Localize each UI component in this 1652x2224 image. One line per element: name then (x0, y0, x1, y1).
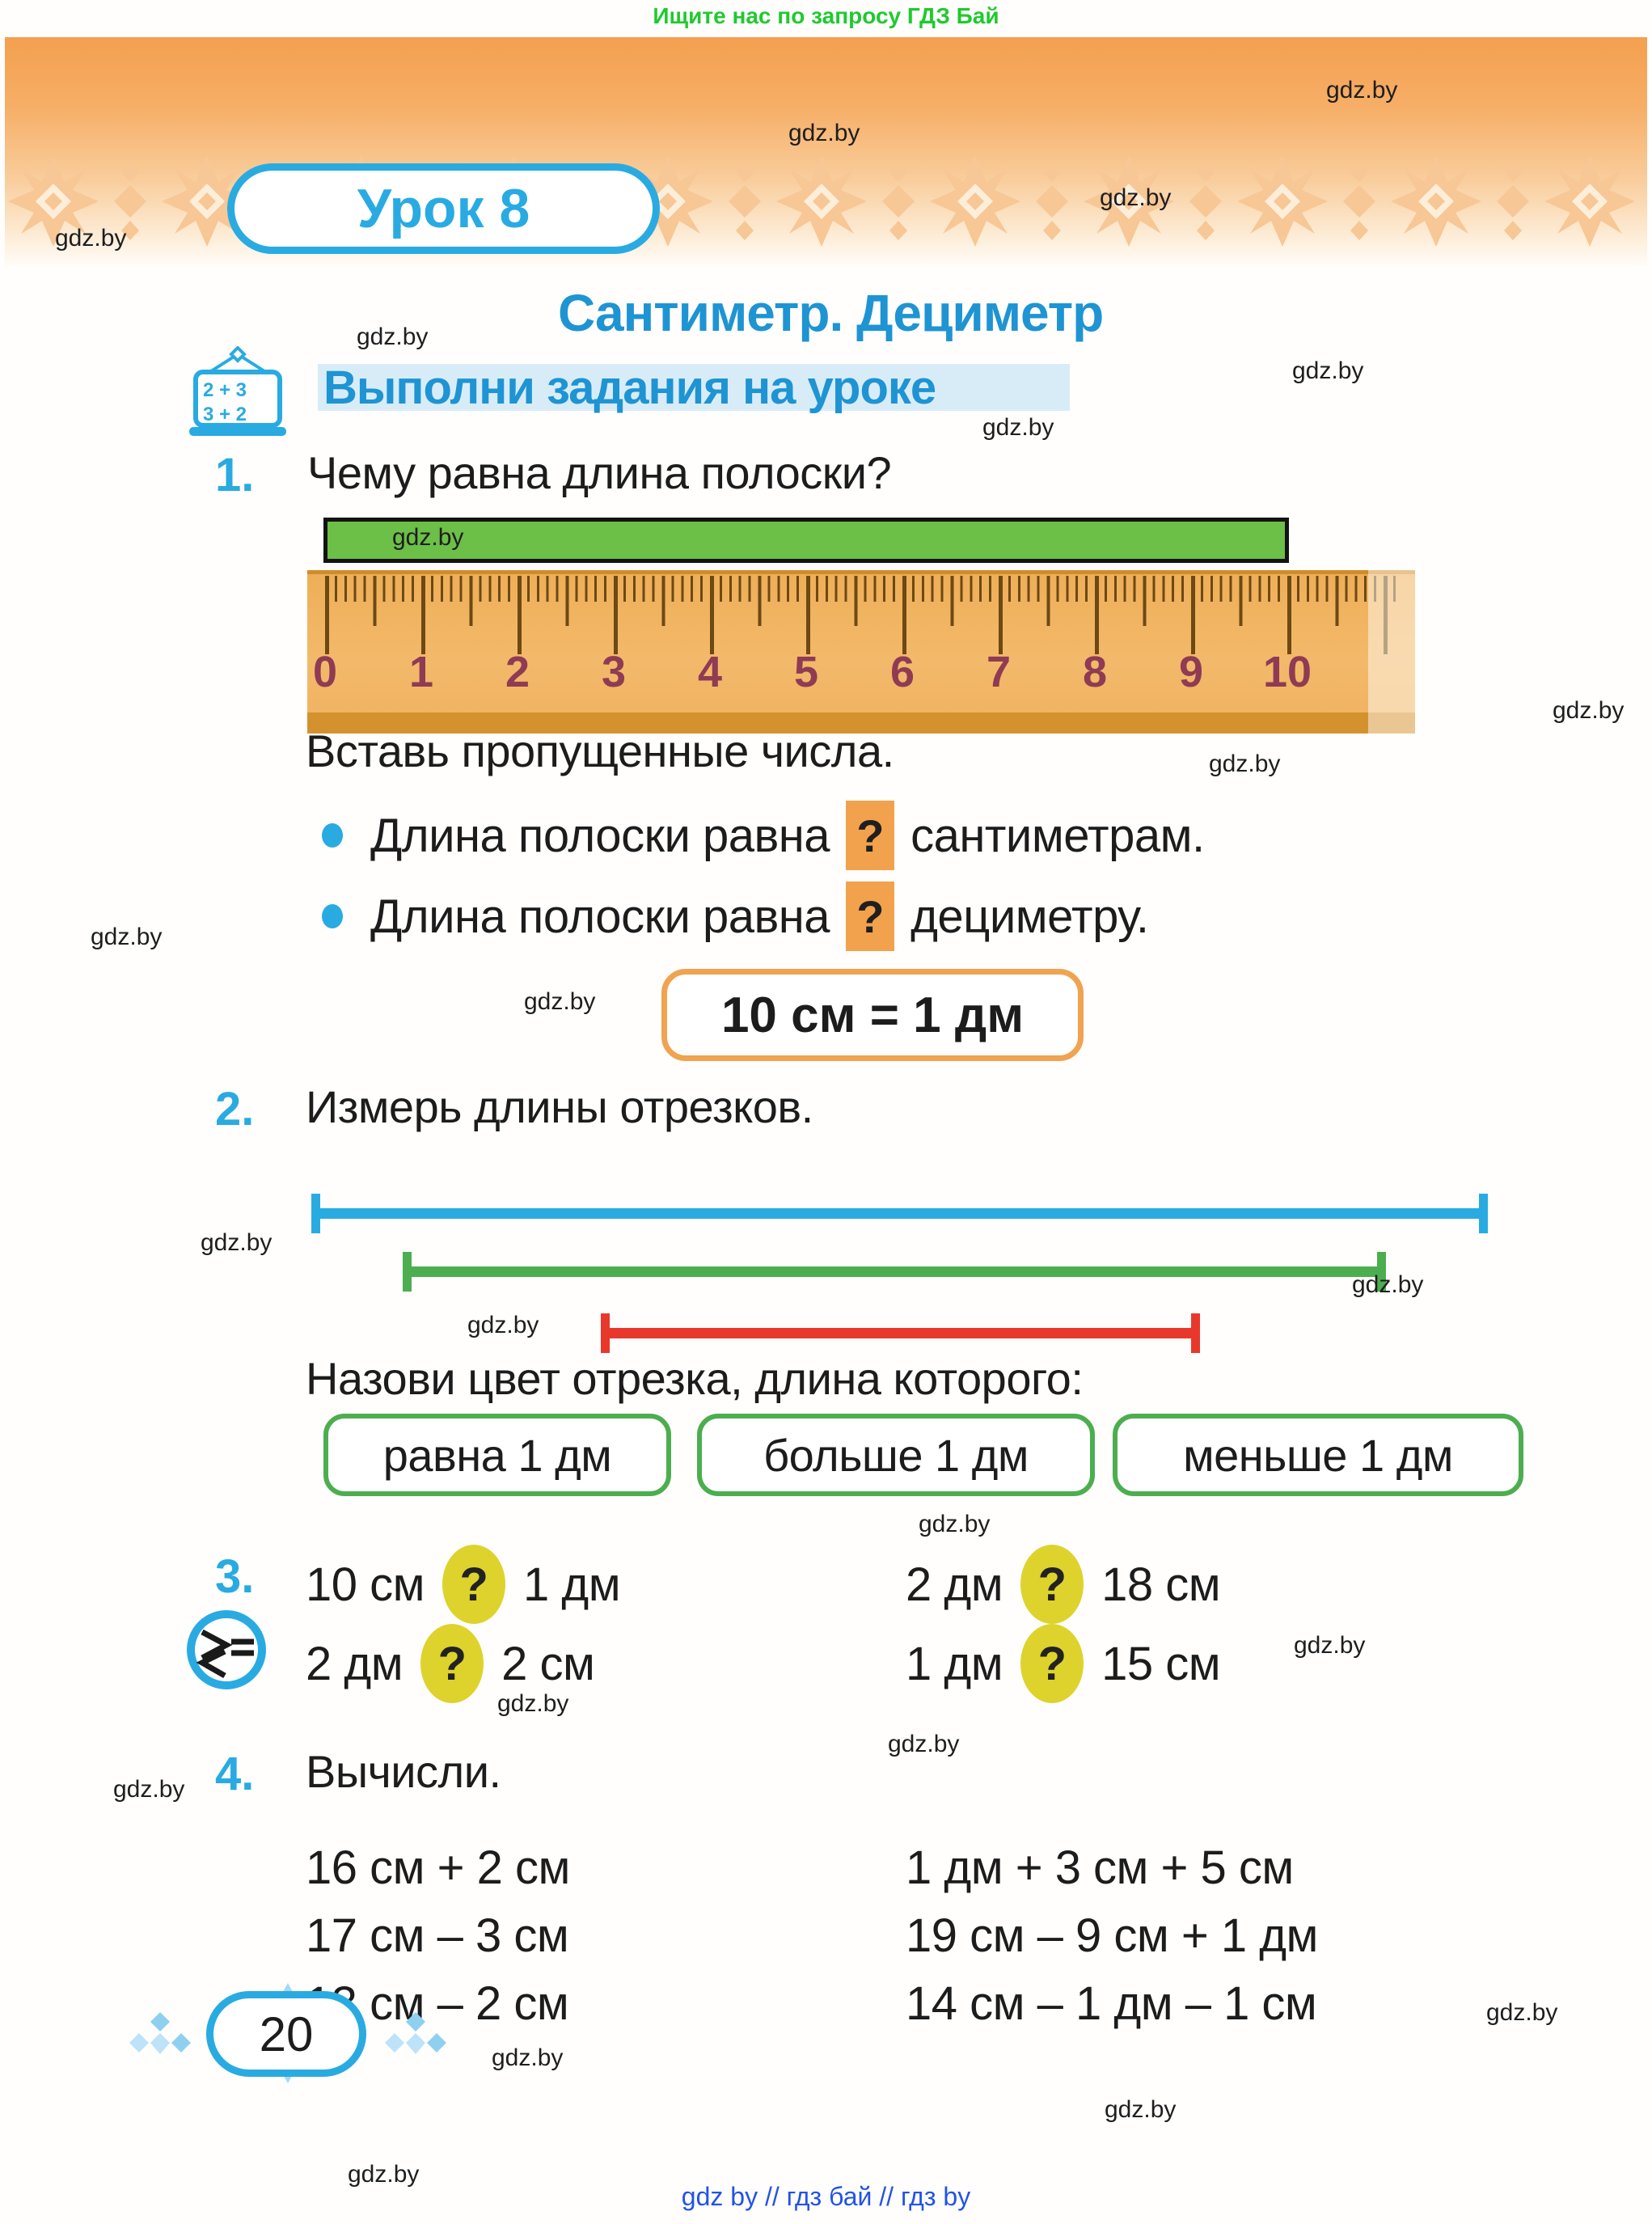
comparison-mark: ? (420, 1624, 484, 1703)
segment-green (403, 1252, 1386, 1292)
ruler-ticks (325, 576, 1401, 654)
blackboard-icon: 2 + 3 3 + 2 (183, 345, 293, 444)
bullet-dot (322, 904, 343, 928)
comparison-left: 2 дм (306, 1637, 403, 1690)
missing-number-box: ? (846, 801, 895, 870)
ruler: 0 1 2 3 4 5 6 7 8 9 10 (307, 570, 1415, 734)
gdz-watermark: gdz.by (1105, 2096, 1177, 2123)
calc-expression: 19 см – 9 см + 1 дм (906, 1909, 1318, 1962)
calc-expression: 1 дм + 3 см + 5 см (906, 1841, 1294, 1894)
comparison-left: 1 дм (906, 1637, 1003, 1690)
comparison-row: 2 дм ? 2 см (306, 1624, 595, 1703)
lesson-badge: Урок 8 (227, 163, 660, 254)
task3-number: 3. (215, 1550, 255, 1603)
ruler-number: 6 (889, 648, 915, 696)
task2-prompt: Назови цвет отрезка, длина которого: (306, 1353, 1084, 1404)
task1-bullet-2: Длина полоски равна ? дециметру. (322, 882, 1149, 951)
task2-question: Измерь длины отрезков. (306, 1081, 813, 1132)
ruler-number: 1 (408, 648, 434, 696)
missing-number-box: ? (846, 882, 895, 951)
gdz-watermark: gdz.by (1553, 697, 1625, 724)
comparison-right: 2 см (501, 1637, 595, 1690)
bullet-dot (322, 823, 343, 848)
gdz-watermark: gdz.by (1486, 1999, 1558, 2026)
comparison-row: 1 дм ? 15 см (906, 1624, 1221, 1703)
gdz-watermark: gdz.by (1352, 1271, 1424, 1298)
task4-title: Вычисли. (306, 1746, 501, 1797)
promo-top-text: Ищите нас по запросу ГДЗ Бай (653, 3, 999, 28)
comparison-mark: ? (1020, 1545, 1084, 1624)
comparison-right: 1 дм (523, 1558, 621, 1611)
gdz-watermark: gdz.by (1292, 357, 1364, 384)
comparison-row: 2 дм ? 18 см (906, 1545, 1221, 1624)
gdz-watermark: gdz.by (201, 1229, 273, 1256)
bullet-text-before: Длина полоски равна (370, 809, 830, 862)
comparison-row: 10 см ? 1 дм (306, 1545, 621, 1624)
gdz-watermark: gdz.by (497, 1690, 569, 1717)
gdz-watermark: gdz.by (1326, 77, 1398, 104)
gdz-watermark: gdz.by (348, 2161, 420, 2188)
task1-number: 1. (215, 449, 255, 501)
comparison-right: 18 см (1101, 1558, 1221, 1611)
calc-expression: 16 см + 2 см (306, 1841, 570, 1894)
ruler-number: 0 (312, 648, 338, 696)
option-box-greater: больше 1 дм (697, 1414, 1095, 1496)
gdz-watermark: gdz.by (492, 2044, 564, 2071)
comparison-mark: ? (442, 1545, 506, 1624)
comparison-right: 15 см (1101, 1637, 1221, 1690)
page-title: Сантиметр. Дециметр (558, 284, 1104, 342)
gdz-watermark: gdz.by (113, 1776, 185, 1803)
ruler-number: 4 (697, 648, 723, 696)
gdz-watermark: gdz.by (91, 924, 163, 950)
task2-number: 2. (215, 1083, 255, 1135)
calc-expression: 14 см – 1 дм – 1 см (906, 1977, 1317, 2030)
comparison-left: 2 дм (906, 1558, 1003, 1611)
ruler-number: 2 (505, 648, 530, 696)
bullet-text-after: дециметру. (911, 890, 1149, 943)
ruler-worn-edge (1368, 570, 1415, 734)
bullet-text-before: Длина полоски равна (370, 890, 830, 943)
option-box-less: меньше 1 дм (1113, 1414, 1523, 1496)
footer-links: gdz by // гдз бай // гдз by (681, 2182, 971, 2211)
formula-box: 10 см = 1 дм (661, 969, 1084, 1061)
comparison-mark: ? (1020, 1624, 1084, 1703)
task1-instruction: Вставь пропущенные числа. (306, 725, 894, 776)
ruler-number: 8 (1082, 648, 1108, 696)
gdz-watermark: gdz.by (982, 414, 1054, 441)
gdz-watermark: gdz.by (1100, 184, 1172, 211)
calc-expression: 17 см – 3 см (306, 1909, 569, 1962)
gdz-watermark: gdz.by (467, 1312, 539, 1338)
comparison-left: 10 см (306, 1558, 425, 1611)
subtitle-highlight (318, 364, 1070, 411)
gdz-watermark: gdz.by (919, 1511, 991, 1537)
option-box-equal: равна 1 дм (323, 1414, 671, 1496)
page-number-badge: 20 (206, 1991, 366, 2077)
board-icon-line2: 3 + 2 (203, 404, 247, 425)
green-measured-strip (323, 518, 1289, 563)
page-subtitle: Выполни задания на уроке (323, 362, 936, 414)
bullet-text-after: сантиметрам. (911, 809, 1205, 862)
ruler-number: 9 (1178, 648, 1204, 696)
gdz-watermark: gdz.by (392, 524, 464, 551)
segment-red (601, 1313, 1200, 1353)
gdz-watermark: gdz.by (524, 988, 596, 1015)
task4-column2: 1 дм + 3 см + 5 см 19 см – 9 см + 1 дм 1… (906, 1834, 1318, 2038)
task4-number: 4. (215, 1748, 255, 1800)
gdz-watermark: gdz.by (1209, 750, 1281, 777)
gdz-watermark: gdz.by (1294, 1632, 1366, 1659)
segment-blue (311, 1194, 1488, 1233)
board-icon-line1: 2 + 3 (203, 379, 247, 401)
ruler-number: 7 (986, 648, 1012, 696)
gdz-watermark: gdz.by (788, 120, 860, 146)
compare-signs-icon (184, 1608, 268, 1696)
ruler-number: 10 (1262, 648, 1312, 696)
gdz-watermark: gdz.by (888, 1731, 960, 1757)
ruler-number: 3 (601, 648, 627, 696)
task1-question: Чему равна длина полоски? (307, 447, 892, 498)
task1-bullet-1: Длина полоски равна ? сантиметрам. (322, 801, 1205, 870)
gdz-watermark: gdz.by (55, 225, 127, 252)
gdz-watermark: gdz.by (357, 323, 429, 350)
ruler-number: 5 (793, 648, 819, 696)
